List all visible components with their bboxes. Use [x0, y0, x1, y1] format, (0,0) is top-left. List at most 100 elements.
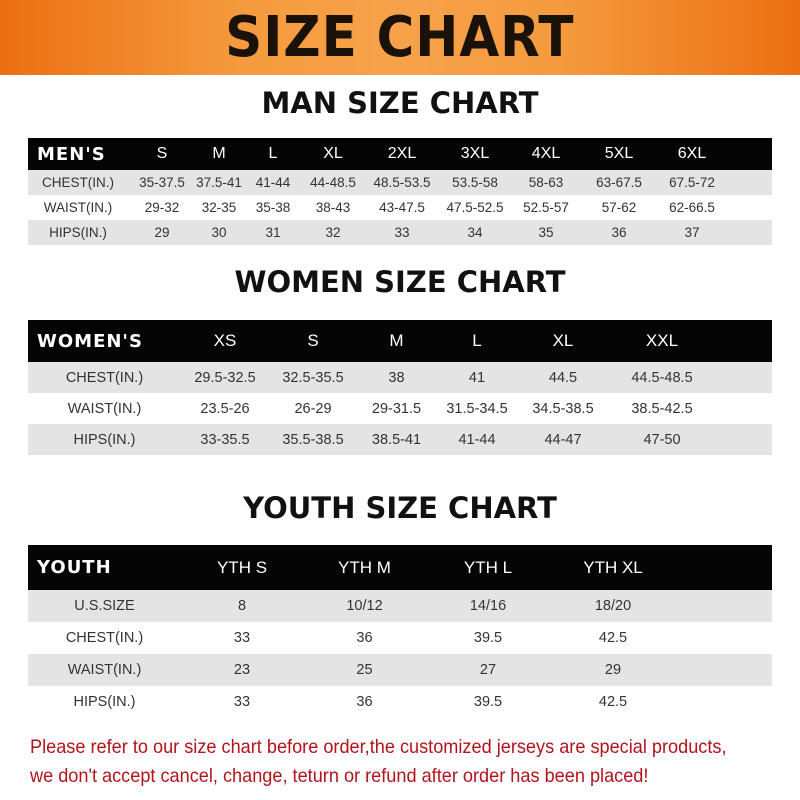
measurement-cell: 52.5-57 [523, 200, 569, 215]
order-notice-line-2: we don't accept cancel, change, teturn o… [30, 765, 649, 787]
measurement-cell: 29-32 [144, 200, 180, 215]
measurement-cell: 36 [356, 694, 373, 710]
row-label-cell: CHEST(IN.) [28, 175, 128, 190]
measurement-cell: 38-43 [315, 200, 351, 215]
size-header-cell: M [212, 145, 226, 162]
size-header-cell: M [389, 331, 404, 350]
measurement-cell: 37 [684, 225, 700, 240]
size-header-cell: XL [552, 331, 574, 350]
measurement-cell: 42.5 [598, 630, 628, 646]
table-row: WAIST(IN.) 29-32 32-35 35-38 38-43 43-47.5 47.… [28, 195, 772, 220]
men-section-title: MAN SIZE CHART [261, 86, 539, 120]
measurement-cell: 39.5 [473, 694, 503, 710]
measurement-cell: 35 [538, 225, 554, 240]
measurement-cell: 47-50 [643, 431, 681, 448]
table-row: HIPS(IN.) 29 30 31 32 33 34 35 36 37 [28, 220, 772, 245]
row-label-cell: HIPS(IN.) [28, 694, 181, 710]
measurement-cell: 44.5-48.5 [631, 369, 693, 386]
measurement-cell: 43-47.5 [379, 200, 425, 215]
table-header-row: YOUTH YTH S YTH M YTH L YTH XL [28, 545, 772, 590]
measurement-cell: 31 [265, 225, 281, 240]
size-header-cell: 4XL [531, 145, 561, 162]
row-label: HIPS(IN.) [73, 431, 136, 448]
measurement-cell: 29 [604, 662, 622, 678]
table-row: CHEST(IN.) 29.5-32.5 32.5-35.5 38 41 44.5 44.5… [28, 362, 772, 393]
measurement-cell: 34 [467, 225, 483, 240]
measurement-cell: 37.5-41 [196, 175, 242, 190]
row-label: HIPS(IN.) [49, 225, 107, 240]
row-label: WAIST(IN.) [43, 200, 113, 215]
women-section-title: WOMEN SIZE CHART [234, 265, 566, 299]
size-header-cell: XL [323, 145, 343, 162]
measurement-cell: 63-67.5 [596, 175, 642, 190]
measurement-cell: 41 [468, 369, 486, 386]
row-label: WAIST(IN.) [67, 662, 142, 678]
youth-size-table: YOUTH YTH S YTH M YTH L YTH XL U.S.SIZE 8 10/12… [28, 545, 772, 718]
size-header-cell: XXL [645, 331, 679, 350]
table-header-label: WOMEN'S [37, 330, 143, 352]
row-label-cell: WAIST(IN.) [28, 401, 181, 417]
row-label: CHEST(IN.) [65, 630, 144, 646]
row-label-cell: WAIST(IN.) [28, 200, 128, 215]
measurement-cell: 18/20 [594, 598, 632, 614]
table-row: CHEST(IN.) 35-37.5 37.5-41 41-44 44-48.5 48.5… [28, 170, 772, 195]
measurement-cell: 39.5 [473, 630, 503, 646]
size-header-cell: YTH XL [583, 557, 643, 577]
measurement-cell: 42.5 [598, 694, 628, 710]
table-header-row: WOMEN'S XS S M L XL XXL [28, 320, 772, 362]
row-label-cell: U.S.SIZE [28, 598, 181, 614]
measurement-cell: 36 [356, 630, 373, 646]
women-size-table: WOMEN'S XS S M L XL XXL CHEST(IN.) 29.5-32.5 32.5… [28, 320, 772, 455]
measurement-cell: 57-62 [601, 200, 637, 215]
measurement-cell: 41-44 [255, 175, 291, 190]
measurement-cell: 34.5-38.5 [532, 400, 594, 417]
measurement-cell: 35.5-38.5 [282, 431, 344, 448]
measurement-cell: 44-47 [544, 431, 582, 448]
measurement-cell: 38.5-41 [371, 431, 422, 448]
row-label-cell: CHEST(IN.) [28, 630, 181, 646]
table-row: WAIST(IN.) 23 25 27 29 [28, 654, 772, 686]
measurement-cell: 44-48.5 [310, 175, 356, 190]
size-header-cell: S [156, 145, 168, 162]
measurement-cell: 27 [479, 662, 497, 678]
table-row: CHEST(IN.) 33 36 39.5 42.5 [28, 622, 772, 654]
size-header-cell: YTH S [216, 557, 268, 577]
measurement-cell: 29 [154, 225, 170, 240]
row-label: U.S.SIZE [74, 598, 135, 614]
youth-section-title: YOUTH SIZE CHART [243, 491, 557, 525]
measurement-cell: 32-35 [201, 200, 237, 215]
measurement-cell: 10/12 [346, 598, 383, 614]
measurement-cell: 48.5-53.5 [373, 175, 431, 190]
measurement-cell: 67.5-72 [669, 175, 715, 190]
measurement-cell: 47.5-52.5 [446, 200, 504, 215]
size-header-cell: 3XL [460, 145, 490, 162]
table-row: WAIST(IN.) 23.5-26 26-29 29-31.5 31.5-34.5 34… [28, 393, 772, 424]
table-header-label: YOUTH [37, 557, 112, 578]
measurement-cell: 29-31.5 [371, 400, 422, 417]
measurement-cell: 58-63 [528, 175, 564, 190]
size-header-cell: 5XL [604, 145, 634, 162]
size-header-cell: YTH L [463, 557, 513, 577]
measurement-cell: 32 [325, 225, 341, 240]
order-notice-line-1: Please refer to our size chart before or… [30, 736, 727, 758]
table-row: HIPS(IN.) 33-35.5 35.5-38.5 38.5-41 41-44 44-… [28, 424, 772, 455]
measurement-cell: 33 [233, 694, 251, 710]
size-header-cell: L [268, 145, 278, 162]
row-label: CHEST(IN.) [65, 369, 144, 386]
measurement-cell: 26-29 [294, 400, 332, 417]
measurement-cell: 44.5 [548, 369, 578, 386]
measurement-cell: 23 [233, 662, 251, 678]
measurement-cell: 53.5-58 [452, 175, 498, 190]
measurement-cell: 62-66.5 [669, 200, 715, 215]
measurement-cell: 31.5-34.5 [446, 400, 508, 417]
size-header-cell: 2XL [387, 145, 417, 162]
row-label-cell: HIPS(IN.) [28, 225, 128, 240]
row-label: WAIST(IN.) [67, 400, 142, 417]
measurement-cell: 36 [611, 225, 627, 240]
measurement-cell: 29.5-32.5 [194, 369, 256, 386]
measurement-cell: 33-35.5 [200, 431, 250, 448]
measurement-cell: 30 [211, 225, 227, 240]
measurement-cell: 41-44 [458, 431, 496, 448]
measurement-cell: 25 [356, 662, 373, 678]
table-row: HIPS(IN.) 33 36 39.5 42.5 [28, 686, 772, 718]
